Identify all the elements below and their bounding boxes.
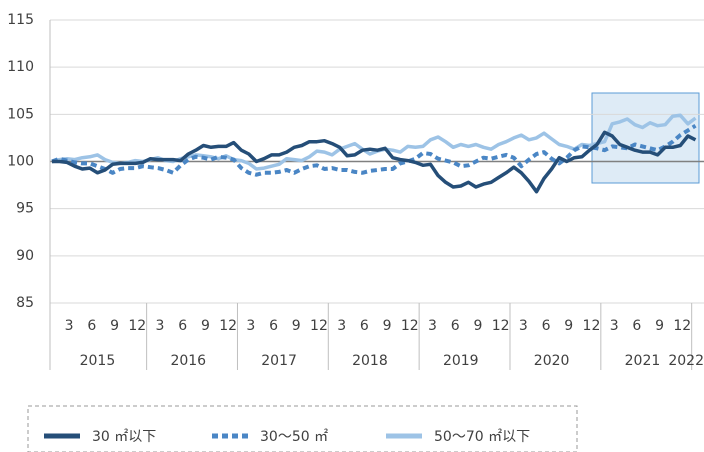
legend-label: 50～70 ㎡以下: [434, 429, 530, 445]
x-tick-label: 3: [156, 318, 165, 334]
year-label: 2016: [170, 353, 206, 369]
x-tick-label: 9: [292, 318, 301, 334]
y-tick-label: 115: [7, 12, 34, 28]
x-tick-label: 6: [269, 318, 278, 334]
x-tick-label: 12: [673, 318, 691, 334]
x-tick-label: 12: [310, 318, 328, 334]
x-tick-label: 9: [473, 318, 482, 334]
x-tick-label: 9: [655, 318, 664, 334]
x-tick-label: 9: [564, 318, 573, 334]
x-tick-label: 3: [610, 318, 619, 334]
x-tick-label: 3: [428, 318, 437, 334]
year-label: 2021: [625, 353, 661, 369]
y-tick-label: 105: [7, 106, 34, 122]
y-tick-label: 90: [16, 248, 34, 264]
x-tick-label: 12: [128, 318, 146, 334]
year-label: 2015: [80, 353, 116, 369]
x-tick-label: 3: [65, 318, 74, 334]
x-tick-label: 9: [110, 318, 119, 334]
year-label: 2019: [443, 353, 479, 369]
year-label: 2017: [261, 353, 297, 369]
legend-label: 30 ㎡以下: [92, 429, 156, 445]
x-tick-label: 12: [583, 318, 601, 334]
y-tick-label: 95: [16, 201, 34, 217]
x-tick-label: 6: [178, 318, 187, 334]
line-series: [51, 123, 697, 177]
x-tick-label: 3: [519, 318, 528, 334]
x-tick-label: 6: [632, 318, 641, 334]
year-label: 2020: [534, 353, 570, 369]
x-tick-label: 6: [451, 318, 460, 334]
x-tick-label: 3: [246, 318, 255, 334]
x-tick-label: 12: [219, 318, 237, 334]
x-tick-label: 9: [383, 318, 392, 334]
year-label: 2022: [668, 353, 704, 369]
year-label: 2018: [352, 353, 388, 369]
y-tick-label: 85: [16, 295, 34, 311]
y-tick-label: 110: [7, 59, 34, 75]
y-tick-label: 100: [7, 154, 34, 170]
legend-label: 30～50 ㎡: [260, 429, 328, 445]
x-tick-label: 6: [87, 318, 96, 334]
x-tick-label: 6: [360, 318, 369, 334]
x-tick-label: 3: [337, 318, 346, 334]
x-tick-label: 9: [201, 318, 210, 334]
legend-box: [27, 405, 578, 452]
line-series: [52, 130, 697, 194]
x-tick-label: 12: [401, 318, 419, 334]
highlight-region: [591, 92, 700, 184]
x-tick-label: 6: [542, 318, 551, 334]
x-tick-label: 12: [492, 318, 510, 334]
